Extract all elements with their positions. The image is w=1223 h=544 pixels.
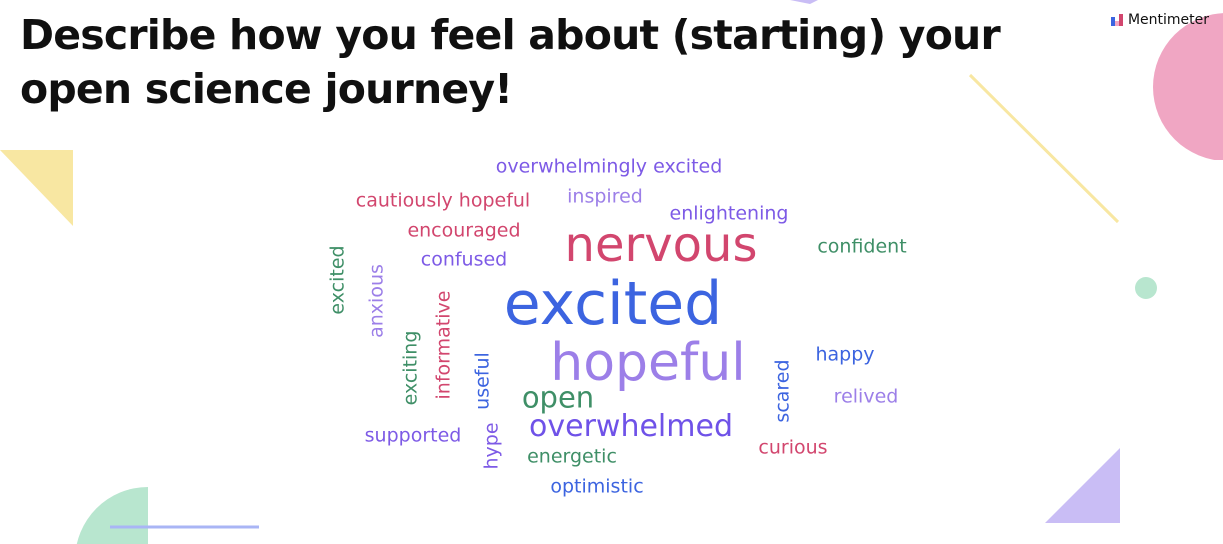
word-cloud-item: confused [420,248,508,271]
word-cloud-item: enlightening [669,202,789,225]
word-cloud-item: curious [758,436,828,459]
yellow-line-decoration [968,73,1120,224]
mint-dot-decoration [1135,277,1157,299]
word-cloud-item: supported [364,424,462,447]
word-cloud-item: overwhelmingly excited [495,155,723,178]
mentimeter-logo: Mentimeter [1110,12,1209,28]
word-cloud-item: excited [326,245,349,315]
mentimeter-logo-icon [1110,14,1123,26]
pink-circle-decoration [1153,13,1223,160]
word-cloud-item: hype [480,422,503,470]
word-cloud-item: relived [833,385,899,408]
word-cloud-item: open [521,380,595,415]
mint-quarter-circle-decoration [76,487,148,544]
blue-line-decoration [110,525,259,529]
word-cloud-item: useful [471,352,494,410]
word-cloud-item: informative [432,290,455,400]
question-title: Describe how you feel about (starting) y… [20,11,1001,113]
word-cloud-item: optimistic [550,475,644,498]
word-cloud-item: nervous [564,217,758,273]
word-cloud-item: scared [771,359,794,423]
yellow-triangle-decoration [0,150,73,226]
word-cloud-item: confident [817,235,907,258]
word-cloud-item: anxious [365,264,388,338]
word-cloud-item: cautiously hopeful [355,189,531,212]
word-cloud-item: encouraged [407,219,521,242]
lavender-triangle-decoration [1045,448,1120,523]
word-cloud-item: overwhelmed [529,409,733,444]
word-cloud-item: happy [815,343,875,366]
word-cloud-item: inspired [567,185,643,208]
brand-name: Mentimeter [1127,12,1209,28]
top-edge-decoration [790,0,818,4]
word-cloud-item: energetic [527,445,617,468]
word-cloud-item: hopeful [550,333,746,393]
word-cloud-item: excited [503,269,723,339]
word-cloud-item: exciting [399,330,422,406]
